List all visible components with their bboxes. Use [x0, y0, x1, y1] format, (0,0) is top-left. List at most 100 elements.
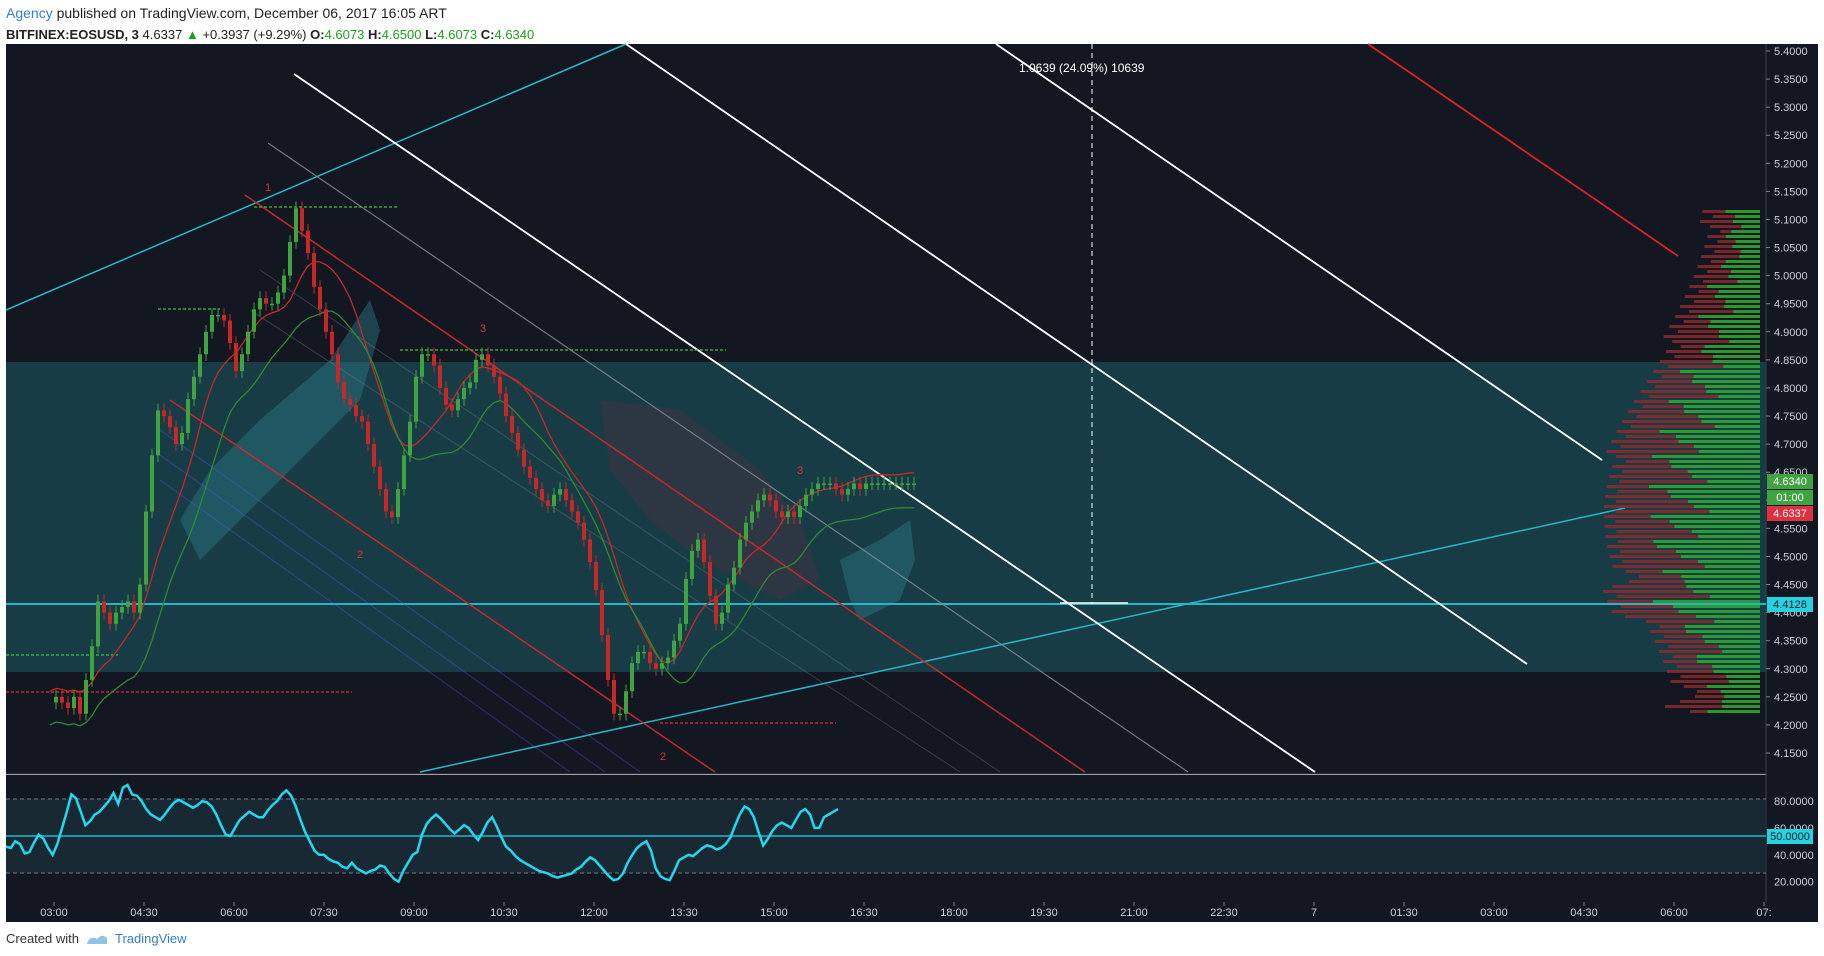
candle-body — [264, 298, 268, 304]
volume-bar-buy — [1667, 490, 1760, 493]
volume-bar-buy — [1652, 455, 1760, 458]
volume-bar-buy — [1707, 285, 1760, 288]
volume-bar-buy — [1681, 555, 1760, 558]
candle-body — [420, 354, 424, 377]
volume-bar-sell — [1704, 245, 1733, 248]
candle-body — [90, 646, 94, 680]
volume-bar-buy — [1739, 255, 1760, 258]
price-tick-label: 5.2500 — [1774, 130, 1808, 142]
candle-body — [762, 494, 766, 501]
candle-body — [624, 691, 628, 714]
channel-line-3[interactable] — [995, 43, 1603, 461]
candle-body — [564, 489, 568, 501]
volume-bar-sell — [1622, 420, 1702, 423]
candle-body — [54, 696, 58, 703]
candle-body — [282, 275, 286, 293]
red-line-upper-right[interactable] — [1367, 43, 1679, 257]
volume-bar-buy — [1714, 295, 1760, 298]
footer: Created with TradingView — [6, 928, 187, 950]
channel-line-1[interactable] — [293, 73, 1316, 773]
candle-body — [804, 494, 808, 506]
volume-bar-buy — [1675, 435, 1760, 438]
candle-body — [666, 657, 670, 664]
symbol-line: BITFINEX:EOSUSD, 3 4.6337 ▲ +0.3937 (+9.… — [6, 24, 534, 45]
volume-profile — [1603, 210, 1760, 713]
dotted-levels — [6, 206, 836, 724]
candle-body — [906, 483, 910, 485]
volume-bar-sell — [1648, 395, 1719, 398]
measure-label: 1.0639 (24.09%) 10639 — [1019, 61, 1145, 75]
volume-bar-sell — [1690, 710, 1708, 713]
volume-bar-sell — [1663, 660, 1698, 663]
volume-bar-buy — [1730, 270, 1760, 273]
candle-body — [300, 208, 304, 231]
volume-bar-buy — [1707, 325, 1760, 328]
candle-body — [798, 505, 802, 518]
price-tick-label: 4.5500 — [1774, 523, 1808, 535]
candle-body — [606, 635, 610, 680]
candle-body — [894, 483, 898, 485]
time-axis[interactable] — [6, 902, 1766, 922]
volume-bar-buy — [1712, 665, 1760, 668]
volume-bar-sell — [1642, 405, 1684, 408]
volume-bar-sell — [1607, 545, 1657, 548]
volume-bar-sell — [1640, 390, 1707, 393]
price-tick-label: 5.3000 — [1774, 102, 1808, 114]
wave-label: 3 — [797, 465, 803, 477]
volume-bar-buy — [1710, 320, 1760, 323]
price-tick-label: 4.7000 — [1774, 439, 1808, 451]
time-tick-label: 04:30 — [1570, 907, 1598, 919]
volume-bar-sell — [1710, 260, 1726, 263]
candle-body — [726, 584, 730, 613]
candle-body — [246, 331, 250, 355]
trend-line-upper[interactable] — [5, 43, 627, 311]
author-link[interactable]: Agency — [6, 5, 53, 21]
volume-bar-sell — [1703, 280, 1738, 283]
candle-body — [504, 393, 508, 417]
volume-bar-sell — [1672, 655, 1697, 658]
candle-body — [114, 612, 118, 624]
volume-bar-sell — [1616, 500, 1688, 503]
volume-bar-sell — [1622, 560, 1699, 563]
candle-body — [336, 354, 340, 383]
volume-bar-sell — [1616, 455, 1653, 458]
candle-body — [558, 489, 562, 495]
volume-bar-buy — [1671, 465, 1760, 468]
volume-bar-buy — [1735, 240, 1760, 243]
volume-bar-buy — [1678, 610, 1760, 613]
volume-bar-buy — [1714, 425, 1760, 428]
rsi-line[interactable] — [5, 783, 839, 884]
candle-body — [810, 489, 814, 495]
volume-bar-buy — [1728, 275, 1760, 278]
volume-bar-buy — [1733, 310, 1760, 313]
volume-bar-sell — [1609, 555, 1682, 558]
rsi-tick-label: 40.0000 — [1774, 850, 1814, 862]
volume-bar-buy — [1740, 250, 1760, 253]
candle-body — [444, 387, 448, 405]
volume-bar-buy — [1698, 535, 1760, 538]
price-tick-label: 4.2000 — [1774, 720, 1808, 732]
channel-line-2[interactable] — [625, 43, 1528, 665]
fan-lines — [159, 269, 1001, 773]
candle-body — [210, 314, 214, 332]
volume-bar-sell — [1645, 620, 1715, 623]
time-tick-label: 12:00 — [580, 907, 608, 919]
gray-channel-line[interactable] — [267, 142, 1189, 773]
red-channel-top[interactable] — [244, 194, 1086, 773]
candle-body — [852, 483, 856, 490]
volume-bar-buy — [1680, 370, 1760, 373]
candle-body — [156, 410, 160, 456]
volume-bar-sell — [1680, 305, 1725, 308]
volume-bar-sell — [1617, 490, 1668, 493]
wave-label: 2 — [357, 549, 363, 561]
time-tick-label: 10:30 — [490, 907, 518, 919]
candle-body — [870, 483, 874, 485]
trend-line-lower[interactable] — [419, 507, 1626, 773]
tradingview-link[interactable]: TradingView — [114, 931, 187, 946]
price-candles[interactable] — [54, 201, 916, 721]
volume-bar-sell — [1604, 505, 1694, 508]
volume-bar-buy — [1675, 550, 1760, 553]
volume-bar-sell — [1622, 470, 1688, 473]
candle-body — [630, 663, 634, 692]
